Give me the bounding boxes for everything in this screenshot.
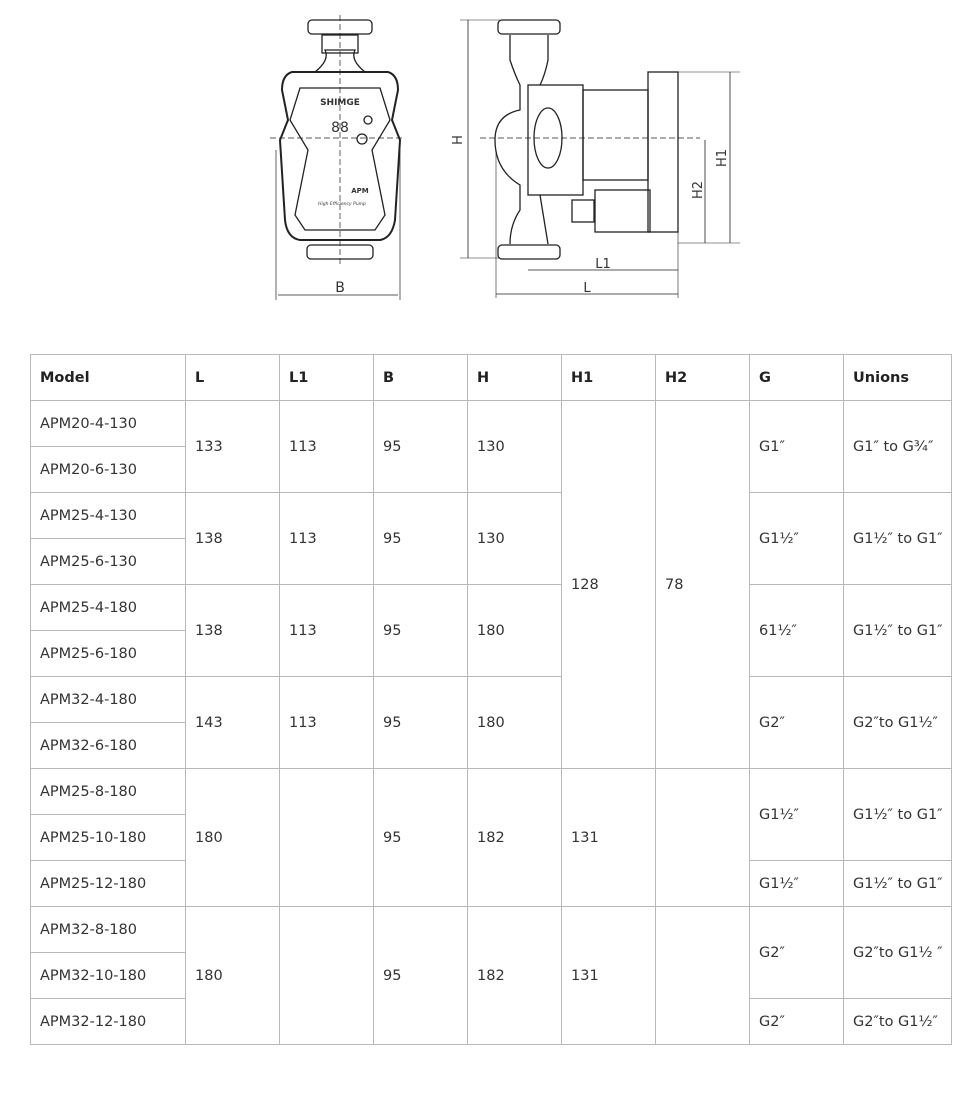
table-row: APM32-12-180 G2″ G2″to G1½″	[30, 998, 952, 1045]
table-row: APM32-10-180	[30, 952, 952, 999]
dim-label-h2: H2	[691, 181, 706, 199]
h-cell: 130	[467, 400, 562, 493]
h2-cell: 78	[655, 400, 750, 769]
header-h1: H1	[561, 354, 656, 401]
b-cell: 95	[373, 676, 468, 769]
table-row: APM25-12-180 G1½″ G1½″ to G1″	[30, 860, 952, 907]
table-row: APM20-4-130 133 113 95 130 128 78 G1″ G1″ to G¾″	[30, 400, 952, 769]
h-cell: 180	[467, 584, 562, 677]
caption-text: High Efficiency Pump	[318, 201, 366, 207]
table-row: APM32-6-180	[30, 722, 952, 769]
l1-cell: 113	[279, 584, 374, 677]
dim-label-b: B	[335, 280, 345, 296]
model-cell: APM25-4-130	[30, 492, 186, 539]
model-mark: APM	[351, 187, 369, 195]
l-cell: 180	[185, 906, 280, 1045]
header-model: Model	[30, 354, 186, 401]
side-view: H H1 H2 L1 L	[451, 19, 740, 298]
header-unions: Unions	[843, 354, 952, 401]
b-cell: 95	[373, 906, 468, 1045]
g-cell: G1½″	[749, 860, 844, 907]
table-row: APM25-10-180	[30, 814, 952, 861]
dim-label-l: L	[583, 281, 591, 296]
l-cell: 133	[185, 400, 280, 493]
l1-cell: 113	[279, 676, 374, 769]
table-row: APM32-8-180 180 95 182 131 G2″ G2″to G1½ ″	[30, 906, 952, 1045]
h-cell: 182	[467, 906, 562, 1045]
header-h: H	[467, 354, 562, 401]
model-cell: APM20-4-130	[30, 400, 186, 447]
unions-cell: G2″to G1½ ″	[843, 906, 952, 999]
g-cell: G1½″	[749, 492, 844, 585]
g-cell: G1½″	[749, 768, 844, 861]
header-g: G	[749, 354, 844, 401]
b-cell: 95	[373, 492, 468, 585]
g-cell: G2″	[749, 998, 844, 1045]
unions-cell: G1½″ to G1″	[843, 860, 952, 907]
model-cell: APM25-12-180	[30, 860, 186, 907]
model-cell: APM25-6-130	[30, 538, 186, 585]
model-cell: APM32-6-180	[30, 722, 186, 769]
b-cell: 95	[373, 584, 468, 677]
l-cell: 143	[185, 676, 280, 769]
h2-cell	[655, 768, 750, 907]
unions-cell: G1½″ to G1″	[843, 768, 952, 861]
h2-cell	[655, 906, 750, 1045]
header-l1: L1	[279, 354, 374, 401]
model-cell: APM25-8-180	[30, 768, 186, 815]
h1-cell: 131	[561, 768, 656, 907]
l-cell: 138	[185, 584, 280, 677]
g-cell: G1″	[749, 400, 844, 493]
table-row: APM25-4-130 138 113 95 130 G1½″ G1½″ to G1″	[30, 492, 952, 585]
unions-cell: G1″ to G¾″	[843, 400, 952, 493]
brand-logo: SHIMGE	[320, 98, 360, 108]
model-cell: APM25-6-180	[30, 630, 186, 677]
table-row: APM25-4-180 138 113 95 180 61½″ G1½″ to G1″	[30, 584, 952, 677]
table-header-row: Model L L1 B H H1 H2 G Unions	[30, 354, 952, 401]
unions-cell: G1½″ to G1″	[843, 492, 952, 585]
unions-cell: G2″to G1½″	[843, 998, 952, 1045]
unions-cell: G2″to G1½″	[843, 676, 952, 769]
h-cell: 182	[467, 768, 562, 907]
mode-icon	[363, 115, 373, 125]
model-cell: APM32-12-180	[30, 998, 186, 1045]
g-cell: G2″	[749, 676, 844, 769]
header-b: B	[373, 354, 468, 401]
front-view: SHIMGE 88 APM High Efficiency Pump B	[270, 15, 405, 300]
dim-label-l1: L1	[595, 257, 611, 272]
header-l: L	[185, 354, 280, 401]
l1-cell: 113	[279, 400, 374, 493]
l1-cell	[279, 906, 374, 1045]
model-cell: APM20-6-130	[30, 446, 186, 493]
play-button-icon	[356, 133, 368, 145]
model-cell: APM32-4-180	[30, 676, 186, 723]
model-cell: APM25-4-180	[30, 584, 186, 631]
h1-cell: 128	[561, 400, 656, 769]
g-cell: 61½″	[749, 584, 844, 677]
dim-label-h: H	[451, 135, 466, 145]
table-row: APM25-8-180 180 95 182 131 G1½″ G1½″ to G1″	[30, 768, 952, 907]
table-row: APM20-6-130	[30, 446, 952, 493]
table-row: APM25-6-180	[30, 630, 952, 677]
model-cell: APM25-10-180	[30, 814, 186, 861]
model-cell: APM32-8-180	[30, 906, 186, 953]
b-cell: 95	[373, 768, 468, 907]
l-cell: 138	[185, 492, 280, 585]
table-row: APM32-4-180 143 113 95 180 G2″ G2″to G1½″	[30, 676, 952, 769]
l-cell: 180	[185, 768, 280, 907]
b-cell: 95	[373, 400, 468, 493]
dimensions-table: Model L L1 B H H1 H2 G Unions APM20-4-13…	[30, 354, 952, 1045]
l1-cell: 113	[279, 492, 374, 585]
dim-label-h1: H1	[715, 149, 730, 167]
g-cell: G2″	[749, 906, 844, 999]
h-cell: 180	[467, 676, 562, 769]
table-row: APM25-6-130	[30, 538, 952, 585]
l1-cell	[279, 768, 374, 907]
header-h2: H2	[655, 354, 750, 401]
unions-cell: G1½″ to G1″	[843, 584, 952, 677]
pump-dimension-drawing: SHIMGE 88 APM High Efficiency Pump B H H…	[270, 15, 740, 300]
h-cell: 130	[467, 492, 562, 585]
model-cell: APM32-10-180	[30, 952, 186, 999]
h1-cell: 131	[561, 906, 656, 1045]
